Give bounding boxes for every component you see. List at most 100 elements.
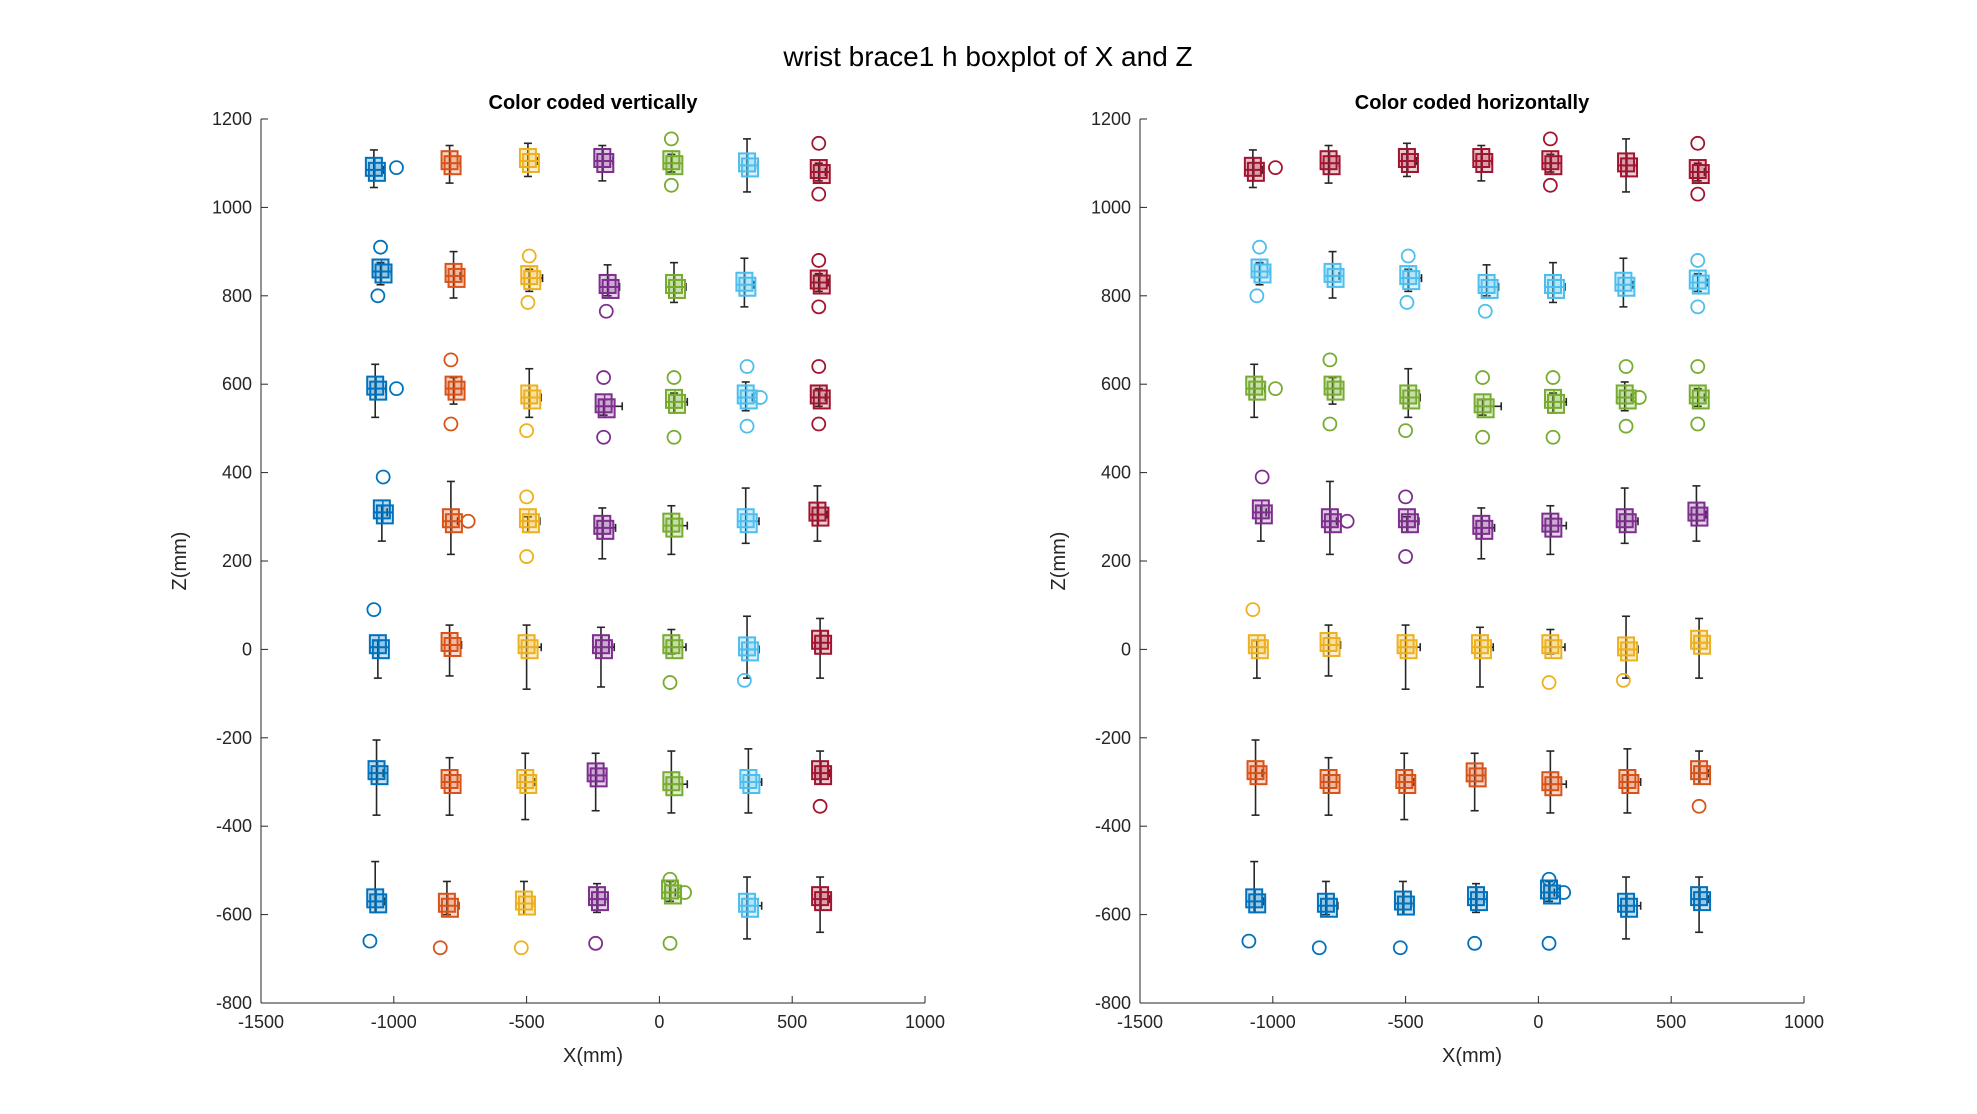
x-box — [1323, 513, 1342, 534]
box-group — [1688, 253, 1710, 315]
box-group — [1392, 880, 1415, 956]
box-group — [1319, 624, 1342, 677]
x-box — [1617, 276, 1636, 297]
y-tick-label: 0 — [242, 639, 252, 659]
outlier-point — [1339, 513, 1355, 529]
outlier-point — [1556, 885, 1572, 900]
outlier-point — [663, 131, 679, 147]
x-tick-label: 1000 — [1784, 1012, 1824, 1032]
outlier-point — [1690, 359, 1706, 374]
x-box — [1690, 506, 1709, 527]
outlier-point — [1541, 871, 1557, 887]
x-box — [741, 641, 760, 662]
outlier-point — [1690, 135, 1706, 151]
outlier-point — [666, 429, 682, 445]
box-group — [517, 624, 543, 690]
outlier-point — [1631, 390, 1647, 405]
outlier-point — [513, 940, 529, 956]
box-group — [738, 876, 763, 940]
box-group — [370, 239, 393, 304]
x-tick-label: 500 — [777, 1012, 807, 1032]
box-group — [1246, 739, 1268, 816]
box-group — [1540, 871, 1572, 951]
box-group — [1241, 860, 1267, 949]
outlier-point — [662, 675, 678, 690]
box-group — [1472, 144, 1494, 182]
x-box — [590, 891, 609, 912]
x-box — [1326, 267, 1345, 288]
box-group — [1323, 250, 1345, 299]
outlier-point — [739, 418, 755, 434]
box-group — [1251, 469, 1273, 542]
x-axis-label: X(mm) — [1442, 1045, 1502, 1067]
x-box — [668, 278, 687, 299]
box-group — [518, 489, 541, 564]
x-box — [374, 263, 393, 284]
x-tick-label: 0 — [654, 1012, 664, 1032]
x-box — [1691, 389, 1710, 410]
x-box — [812, 164, 831, 185]
outlier-point — [1392, 940, 1408, 956]
box-group — [1311, 880, 1339, 956]
box-group — [1466, 882, 1488, 951]
y-tick-label: 200 — [222, 551, 252, 571]
box-group — [513, 880, 536, 956]
box-group — [1249, 239, 1272, 304]
x-box — [1618, 389, 1637, 410]
outlier-point — [1400, 248, 1416, 264]
x-box — [1693, 891, 1712, 912]
outlier-point — [1618, 418, 1634, 434]
outlier-point — [373, 239, 388, 255]
x-box — [1544, 776, 1563, 797]
box-group — [1618, 748, 1642, 814]
axes-title: Color coded vertically — [489, 92, 699, 114]
x-box — [665, 517, 684, 538]
outlier-point — [519, 489, 534, 505]
box-group — [1615, 487, 1639, 545]
box-group — [364, 149, 404, 189]
x-box — [519, 774, 538, 794]
outlier-point — [752, 390, 768, 405]
box-group — [1245, 602, 1269, 679]
box-group — [1319, 756, 1341, 816]
outlier-point — [1691, 798, 1707, 814]
y-axis-label: Z(mm) — [169, 532, 191, 591]
outlier-point — [1467, 935, 1483, 951]
y-tick-label: -800 — [1095, 993, 1131, 1013]
outlier-point — [1542, 131, 1558, 147]
box-group — [1319, 144, 1341, 184]
box-group — [1544, 370, 1568, 445]
box-group — [662, 628, 687, 690]
outlier-point — [596, 370, 612, 385]
box-group — [1617, 876, 1642, 940]
outlier-point — [662, 935, 678, 951]
box-group — [519, 367, 543, 439]
box-group — [440, 756, 462, 816]
outlier-point — [1268, 381, 1283, 397]
box-group — [1615, 359, 1647, 434]
y-tick-label: 1000 — [212, 197, 252, 217]
box-group — [811, 617, 833, 679]
box-group — [1243, 149, 1283, 189]
box-group — [591, 626, 616, 688]
x-box — [597, 398, 616, 419]
box-group — [598, 264, 621, 319]
box-group — [440, 144, 462, 184]
outlier-point — [811, 186, 827, 202]
x-box — [1475, 152, 1494, 173]
x-box — [1693, 634, 1712, 655]
x-tick-label: -500 — [509, 1012, 545, 1032]
x-box — [1254, 504, 1273, 525]
x-box — [1480, 278, 1499, 299]
x-box — [668, 393, 687, 414]
x-tick-label: -1500 — [238, 1012, 284, 1032]
y-tick-label: -800 — [216, 993, 252, 1013]
x-box — [665, 776, 684, 797]
box-group — [1395, 752, 1417, 821]
outlier-point — [662, 871, 678, 887]
y-tick-label: -600 — [1095, 905, 1131, 925]
x-box — [521, 152, 540, 173]
x-box — [1544, 155, 1563, 176]
figure-title: wrist brace1 h boxplot of X and Z — [782, 41, 1192, 72]
x-box — [443, 774, 462, 794]
